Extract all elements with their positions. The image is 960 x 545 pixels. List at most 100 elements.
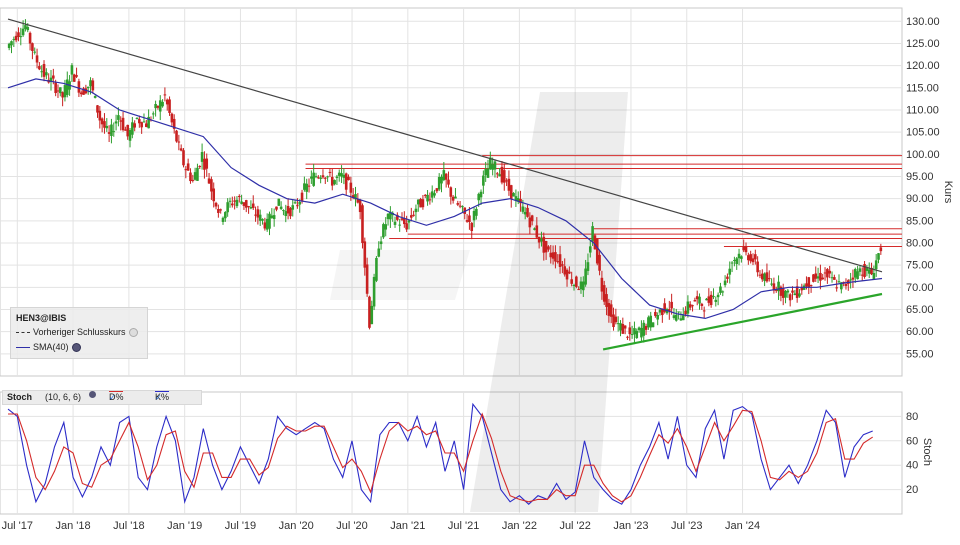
candle-body (656, 315, 659, 320)
x-tick-label: Jan '24 (725, 520, 760, 532)
x-tick-label: Jan '21 (390, 520, 425, 532)
candle-body (698, 296, 701, 304)
candle-body (256, 209, 260, 218)
candle-body (735, 258, 739, 265)
stoch-tick-label: 60 (906, 435, 918, 447)
candle-body (342, 174, 346, 178)
candle-body (198, 166, 202, 168)
candle-body (117, 115, 120, 120)
candle-body (584, 268, 587, 285)
candle-body (491, 164, 494, 170)
candle-body (98, 110, 102, 121)
candle-body (749, 254, 752, 262)
candle-body (791, 290, 794, 293)
candle-body (640, 327, 643, 338)
x-tick-label: Jul '22 (559, 520, 590, 532)
candle-body (442, 170, 446, 181)
candle-body (177, 141, 181, 143)
candle-body (416, 199, 420, 205)
candle-body (526, 207, 529, 217)
candle-body (142, 121, 146, 123)
candle-body (853, 269, 857, 278)
settings-icon[interactable] (71, 343, 81, 353)
candle-body (182, 150, 185, 166)
candle-body (654, 311, 657, 316)
red-line-icon (109, 391, 123, 392)
candle-body (193, 172, 197, 180)
legend-box: HEN3@IBIS Vorheriger Schlusskurs SMA(40) (10, 307, 148, 359)
candle-body (226, 202, 229, 213)
candle-body (40, 71, 44, 73)
candle-body (54, 82, 57, 94)
candle-body (31, 43, 34, 52)
candle-body (242, 202, 246, 206)
y-tick-label: 95.00 (906, 171, 934, 183)
legend-item-previous-close[interactable]: Vorheriger Schlusskurs (16, 326, 138, 338)
candle-body (507, 178, 511, 191)
candle-body (486, 168, 490, 178)
candle-body (244, 200, 248, 208)
candle-body (59, 87, 62, 94)
y-tick-label: 85.00 (906, 215, 934, 227)
stoch-title: Stoch (7, 392, 33, 402)
candle-body (509, 185, 513, 200)
candle-body (119, 120, 123, 122)
candle-body (151, 113, 155, 115)
candle-body (614, 316, 618, 323)
candle-body (719, 286, 722, 293)
candle-body (870, 267, 873, 275)
candle-body (340, 173, 343, 177)
candle-body (358, 199, 362, 213)
candle-body (91, 80, 95, 91)
candle-body (695, 296, 699, 300)
candle-body (647, 317, 650, 328)
candle-body (49, 77, 53, 82)
candle-body (663, 303, 666, 312)
candle-body (826, 269, 829, 278)
candle-body (419, 198, 422, 208)
candle-body (877, 253, 880, 260)
candle-body (224, 212, 227, 219)
candle-body (470, 222, 474, 232)
x-tick-label: Jan '18 (56, 520, 91, 532)
candle-body (396, 214, 399, 220)
candle-body (630, 334, 634, 336)
candle-body (544, 241, 548, 253)
stoch-tick-label: 80 (906, 411, 918, 423)
candle-body (261, 219, 264, 221)
candle-body (131, 122, 134, 135)
candle-body (814, 273, 818, 279)
y-tick-label: 70.00 (906, 282, 934, 294)
legend-item-sma[interactable]: SMA(40) (16, 341, 81, 353)
candle-body (572, 285, 576, 287)
candle-body (521, 206, 525, 212)
candle-body (133, 123, 136, 128)
x-tick-label: Jul '23 (671, 520, 702, 532)
candle-body (210, 179, 213, 192)
candle-body (368, 296, 371, 328)
candle-body (451, 196, 455, 201)
legend-label: Vorheriger Schlusskurs (33, 327, 126, 337)
settings-icon[interactable] (128, 328, 138, 338)
candle-body (535, 225, 539, 238)
candle-body (298, 201, 302, 205)
candle-body (409, 215, 413, 218)
candle-body (770, 283, 773, 285)
candle-body (335, 176, 339, 178)
candle-body (147, 116, 150, 129)
candle-body (33, 51, 37, 53)
watermark-bar (330, 250, 470, 300)
candle-body (674, 314, 678, 321)
candle-body (296, 205, 299, 207)
candle-body (196, 167, 199, 181)
candle-body (189, 172, 192, 182)
y-tick-label: 90.00 (906, 193, 934, 205)
candle-body (754, 254, 757, 260)
candle-body (389, 211, 392, 220)
candle-body (412, 214, 415, 216)
candle-body (540, 238, 543, 242)
candle-body (263, 222, 267, 229)
candle-body (319, 177, 322, 179)
candle-body (126, 124, 130, 137)
candle-body (800, 287, 804, 291)
